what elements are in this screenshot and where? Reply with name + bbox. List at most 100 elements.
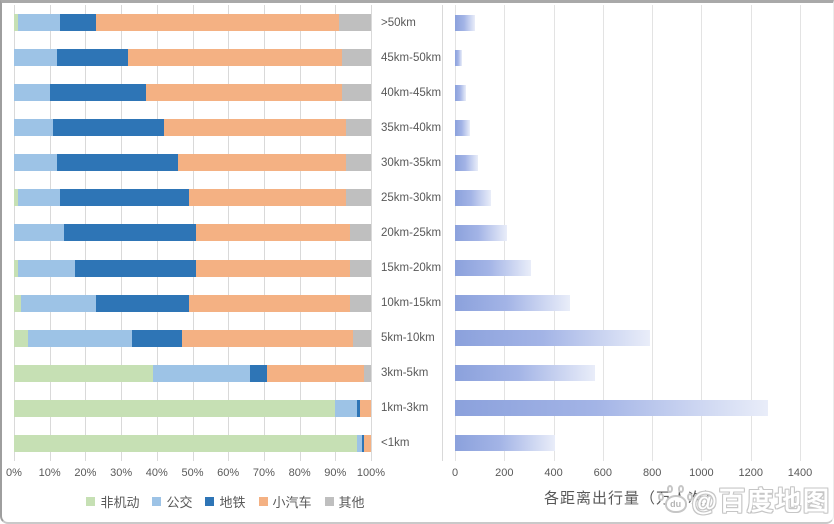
bar-segment-car — [360, 399, 371, 417]
volume-bar — [455, 49, 463, 66]
watermark-text: @百度地图 — [691, 486, 831, 516]
bar-segment-non-motorized — [14, 294, 22, 312]
x-tick-label: 90% — [324, 467, 347, 479]
bar-segment-car — [267, 364, 364, 382]
bar-segment-metro — [49, 84, 147, 102]
x-tick-label: 70% — [252, 467, 275, 479]
bar-segment-car — [363, 434, 371, 452]
category-label: >50km — [381, 16, 416, 29]
category-label: 35km-40km — [381, 121, 442, 134]
stacked-bar-row — [14, 145, 371, 180]
gridline — [701, 5, 703, 461]
volume-bar — [455, 260, 532, 277]
bar-segment-metro — [56, 154, 179, 172]
legend-label: 小汽车 — [272, 495, 312, 510]
x-tick-label: 0 — [451, 467, 459, 479]
x-tick-label: 600 — [593, 467, 613, 479]
volume-bar — [455, 189, 491, 206]
bar-segment-bus — [14, 224, 64, 242]
bar-segment-other — [345, 154, 371, 172]
x-tick-label: 100% — [356, 467, 386, 479]
baidu-maps-watermark: du @百度地图 — [657, 481, 831, 518]
bar-segment-other — [345, 119, 371, 137]
stacked-bar-row — [14, 110, 371, 145]
volume-bar — [455, 365, 596, 382]
bar-segment-other — [349, 259, 371, 277]
category-label: <1km — [381, 437, 410, 450]
bar-segment-bus — [335, 399, 357, 417]
bar-segment-other — [338, 14, 371, 32]
gridline — [800, 5, 801, 461]
bar-segment-metro — [131, 329, 182, 347]
bar-segment-car — [181, 329, 354, 347]
bar-segment-car — [196, 259, 350, 277]
bar-segment-metro — [362, 434, 364, 452]
x-tick-label: 400 — [544, 467, 563, 479]
category-label: 40km-45km — [381, 86, 442, 99]
legend-label: 其他 — [338, 495, 365, 510]
bar-segment-bus — [14, 49, 57, 67]
legend-swatch-icon — [258, 497, 268, 506]
stacked-bar-row — [14, 321, 371, 356]
bar-segment-metro — [356, 399, 361, 417]
bar-segment-other — [363, 364, 371, 382]
volume-bar — [455, 225, 507, 241]
bar-segment-bus — [17, 189, 61, 207]
volume-bar — [455, 14, 475, 31]
x-tick-label: 40% — [145, 467, 168, 479]
stacked-bar-row — [14, 356, 371, 391]
bar-segment-bus — [153, 364, 250, 382]
bar-segment-bus — [14, 154, 57, 172]
x-tick-label: 10% — [38, 467, 61, 479]
bar-segment-other — [349, 224, 371, 242]
bar-segment-car — [146, 84, 343, 102]
category-label: 5km-10km — [381, 332, 435, 345]
x-tick-label: 80% — [288, 467, 311, 479]
bar-segment-metro — [96, 294, 189, 312]
category-label: 30km-35km — [381, 156, 442, 169]
stacked-bar-row — [14, 40, 371, 75]
legend-item: 小汽车 — [258, 492, 312, 511]
x-tick-label: 30% — [110, 467, 133, 479]
volume-bar — [455, 119, 471, 136]
bar-segment-car — [188, 294, 350, 312]
gridline — [750, 5, 752, 461]
x-tick-label: 50% — [181, 467, 204, 479]
bar-segment-non-motorized — [14, 189, 18, 207]
legend-item: 其他 — [324, 492, 365, 511]
bar-segment-other — [349, 294, 371, 312]
volume-bar — [455, 330, 650, 347]
mode-share-stacked-chart — [14, 5, 372, 461]
gridline — [553, 5, 555, 461]
bar-segment-car — [96, 14, 339, 32]
x-tick-label: 1000 — [689, 467, 714, 479]
category-label: 45km-50km — [381, 51, 442, 64]
category-label: 1km-3km — [381, 402, 429, 415]
bar-segment-non-motorized — [14, 259, 18, 277]
x-tick-label: 0% — [6, 467, 22, 479]
legend-label: 地铁 — [219, 495, 246, 510]
legend-item: 非机动 — [86, 492, 139, 511]
x-tick-label: 800 — [642, 467, 662, 479]
bar-segment-metro — [249, 364, 268, 382]
category-label: 25km-30km — [381, 191, 442, 204]
bar-segment-metro — [74, 259, 197, 277]
bar-segment-other — [353, 329, 371, 347]
volume-bar — [455, 435, 555, 452]
bar-segment-bus — [356, 434, 363, 452]
category-label: 10km-15km — [381, 297, 442, 310]
bar-segment-bus — [17, 14, 61, 32]
bar-segment-metro — [56, 49, 129, 67]
x-tick-label: 1200 — [738, 467, 763, 479]
legend-swatch-icon — [205, 497, 215, 506]
trip-volume-chart — [455, 5, 809, 461]
x-tick-label: 200 — [495, 467, 514, 479]
legend-swatch-icon — [324, 497, 334, 506]
stacked-bar-row — [14, 75, 371, 110]
paw-toe-icon — [677, 484, 684, 493]
bar-segment-bus — [17, 259, 75, 277]
bar-segment-non-motorized — [14, 399, 336, 417]
bar-segment-car — [196, 224, 350, 242]
gridline — [371, 5, 372, 461]
stacked-bar-row — [14, 215, 371, 250]
